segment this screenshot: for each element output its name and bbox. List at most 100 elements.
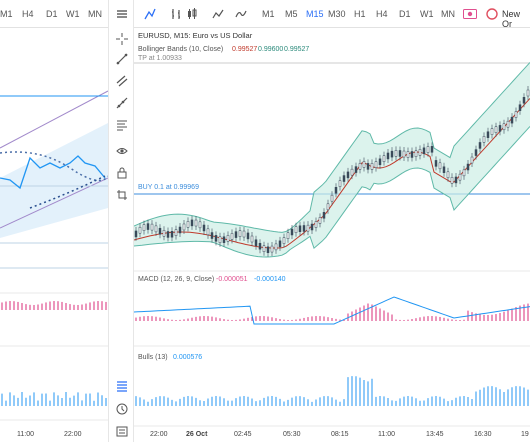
candle-body (362, 161, 366, 168)
new-order-button[interactable]: New Or (502, 9, 521, 29)
eye-icon[interactable] (116, 145, 128, 157)
candle-body (134, 230, 138, 238)
timeframe-m5[interactable]: M5 (285, 9, 298, 19)
channel-icon[interactable] (116, 75, 128, 87)
bb-value-1: 0.99527 (232, 46, 258, 53)
candle-body (226, 235, 230, 242)
candle-body (218, 236, 222, 244)
timeframe-mn-left[interactable]: MN (88, 9, 102, 19)
candle-body (478, 142, 482, 149)
candle-body (146, 223, 150, 230)
candle-body (442, 166, 446, 173)
timeframe-mn[interactable]: MN (441, 9, 455, 19)
candle-body (390, 150, 394, 158)
time-label: 16:30 (474, 431, 492, 438)
candle-body (178, 226, 182, 234)
candle-body (274, 243, 278, 251)
candle-body (286, 232, 290, 239)
candle-body (306, 224, 310, 232)
candle-body (466, 163, 470, 171)
time-label: 13:45 (426, 431, 444, 438)
candle-body (210, 232, 214, 239)
macd-label: MACD (12, 26, 9, Close) (138, 276, 215, 283)
chart-tools-icon[interactable] (144, 8, 156, 20)
candle-body (142, 224, 146, 231)
bollinger-upper (134, 62, 530, 233)
timeframe-w1[interactable]: W1 (420, 9, 434, 19)
timeframe-m15[interactable]: M15 (306, 9, 324, 19)
bollinger-lower (134, 126, 530, 258)
candle-body (378, 158, 382, 166)
timeframe-m30[interactable]: M30 (328, 9, 346, 19)
menu-icon[interactable] (116, 8, 128, 20)
bulls-label: Bulls (13) (138, 354, 168, 361)
time-label: 26 Oct (186, 431, 208, 438)
crosshair-icon[interactable] (116, 33, 128, 45)
candle-body (270, 245, 274, 253)
candle-body (502, 123, 506, 131)
timeframe-w1-left[interactable]: W1 (66, 9, 80, 19)
main-chart (134, 62, 530, 427)
candle-body (354, 166, 358, 173)
candle-body (370, 163, 374, 170)
candle-body (214, 235, 218, 242)
candle-body (182, 223, 186, 231)
line-chart-icon[interactable] (212, 8, 224, 20)
bulls-histogram (135, 376, 529, 406)
tp-label[interactable]: TP at 1.00933 (138, 55, 182, 62)
candle-body (426, 146, 430, 153)
drawing-tools-panel (108, 0, 134, 442)
trendline-icon[interactable] (116, 53, 128, 65)
object-list-icon[interactable] (116, 380, 128, 392)
ray-icon[interactable] (116, 97, 128, 109)
candle-body (342, 175, 346, 182)
left-time-label: 11:00 (17, 431, 34, 438)
timeframe-h1[interactable]: H1 (354, 9, 366, 19)
candle-body (322, 212, 326, 219)
candle-body (170, 231, 174, 238)
candle-body (334, 187, 338, 194)
timeframe-m1-left[interactable]: M1 (0, 9, 13, 19)
screenshot-icon[interactable] (463, 9, 477, 19)
bar-chart-icon[interactable] (170, 8, 182, 20)
candle-body (162, 230, 166, 237)
candle-body (266, 246, 270, 254)
fibonacci-icon[interactable] (116, 119, 128, 131)
left-chart-toolbar: M1 H4 D1 W1 MN (0, 0, 108, 28)
candle-body (386, 152, 390, 160)
candle-body (250, 235, 254, 243)
candle-body (514, 111, 518, 118)
timeframe-h4[interactable]: H4 (376, 9, 388, 19)
bollinger-fill (134, 62, 530, 258)
main-chart-toolbar: M1 M5 M15 M30 H1 H4 D1 W1 MN New Or (134, 0, 530, 29)
candle-body (318, 217, 322, 224)
candle-body (474, 149, 478, 156)
candle-body (166, 231, 170, 238)
timeframe-h4-left[interactable]: H4 (22, 9, 34, 19)
candle-body (238, 230, 242, 237)
buy-position-label[interactable]: BUY 0.1 at 0.99969 (138, 184, 199, 191)
calendar-icon[interactable] (116, 425, 128, 437)
candle-body (234, 231, 238, 238)
left-time-label: 22:00 (64, 431, 82, 438)
timeframe-d1-left[interactable]: D1 (46, 9, 58, 19)
candlestick-icon[interactable] (186, 8, 198, 20)
candle-body (430, 146, 434, 153)
indicators-icon[interactable] (235, 8, 247, 20)
history-icon[interactable] (116, 403, 128, 415)
candle-body (158, 227, 162, 235)
candle-body (346, 171, 350, 179)
lock-icon[interactable] (116, 167, 128, 179)
layers-icon[interactable] (116, 189, 128, 201)
left-chart (0, 90, 108, 421)
candle-body (506, 120, 510, 128)
time-label: 19 (521, 431, 529, 438)
candle-body (174, 229, 178, 236)
candle-body (498, 125, 502, 132)
timeframe-m1[interactable]: M1 (262, 9, 275, 19)
timeframe-d1[interactable]: D1 (399, 9, 411, 19)
candle-body (490, 128, 494, 135)
candle-body (186, 221, 190, 228)
new-order-icon[interactable] (486, 8, 498, 20)
candle-body (282, 237, 286, 244)
